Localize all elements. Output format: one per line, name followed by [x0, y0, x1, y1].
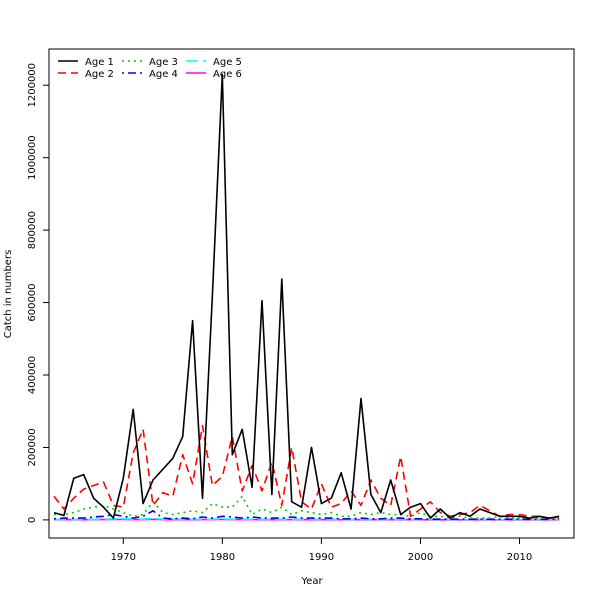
- x-tick-label: 1980: [210, 552, 235, 563]
- legend-label: Age 5: [213, 57, 242, 68]
- legend-label: Age 3: [149, 57, 178, 68]
- legend-label: Age 4: [149, 69, 178, 80]
- axes: 1970 1980 1990 2000 2010 0 200000 400000 600000 8…: [27, 48, 575, 563]
- y-tick-label: 400000: [27, 356, 38, 394]
- legend-label: Age 1: [85, 57, 114, 68]
- series-line-age-2: [53, 424, 560, 519]
- y-tick-label: 1200000: [27, 63, 38, 108]
- y-tick-label: 200000: [27, 428, 38, 466]
- y-tick-label: 800000: [27, 211, 38, 249]
- series-line-age-4: [53, 509, 560, 521]
- plot-area: [53, 73, 560, 521]
- x-tick-label: 1990: [309, 552, 334, 563]
- y-tick-label: 1000000: [27, 135, 38, 180]
- legend-label: Age 6: [213, 69, 242, 80]
- x-tick-label: 2010: [507, 552, 532, 563]
- x-tick-label: 2000: [408, 552, 433, 563]
- series-line-age-1: [53, 73, 560, 519]
- y-axis-title: Catch in numbers: [3, 250, 14, 339]
- legend-label: Age 2: [85, 69, 114, 80]
- plot-frame: [48, 48, 575, 539]
- y-tick-label: 600000: [27, 283, 38, 321]
- x-tick-label: 1970: [111, 552, 136, 563]
- y-tick-label: 0: [27, 517, 38, 523]
- x-axis-title: Year: [300, 576, 323, 587]
